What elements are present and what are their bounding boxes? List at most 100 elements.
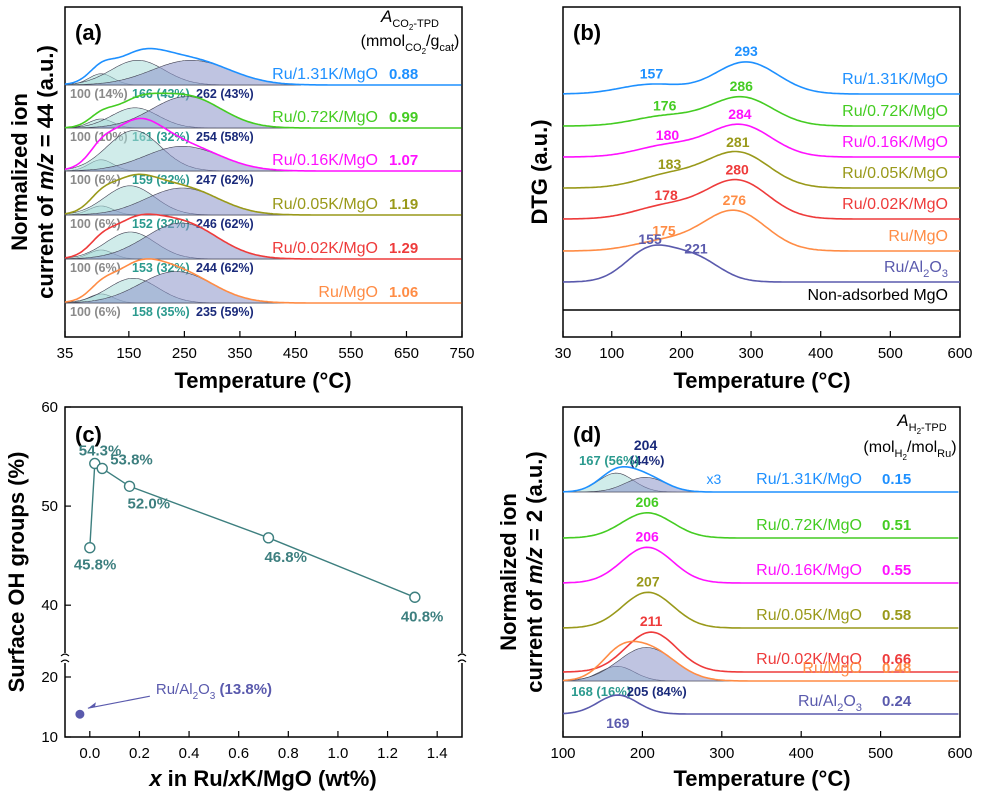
panel-b-series: Non-adsorbed MgO xyxy=(563,287,960,311)
panel-c-axis-break-gap xyxy=(60,653,70,663)
panel-b-series: Ru/Al2O3 155 221 xyxy=(563,231,960,283)
panel-b-xtick-label: 100 xyxy=(599,345,624,362)
panel-c-point-label: 45.8% xyxy=(74,557,117,574)
panel-a-series-value: 1.19 xyxy=(389,196,418,213)
panel-d-series: Ru/0.05K/MgO 0.58 207 xyxy=(562,573,959,629)
panel-b-curve xyxy=(562,95,960,127)
panel-a-xtick-label: 750 xyxy=(449,345,474,362)
panel-c-point-label: 52.0% xyxy=(128,495,171,512)
panel-d-series-value: 0.24 xyxy=(882,693,912,710)
panel-a-series-value: 1.29 xyxy=(389,240,418,257)
panel-d-series-value: 0.55 xyxy=(882,562,911,579)
panel-c-point xyxy=(409,591,421,603)
panel-a-xlabel: Temperature (°C) xyxy=(174,368,351,393)
panel-d-curve xyxy=(562,694,959,715)
panel-b-xtick-label: 300 xyxy=(739,345,764,362)
panel-c-point xyxy=(96,462,108,475)
panel-d-multiplier: x3 xyxy=(706,471,721,487)
panel-a-series-name: Ru/1.31K/MgO xyxy=(272,66,378,83)
panel-d-xlabel: Temperature (°C) xyxy=(673,766,850,791)
panel-a-xtick-label: 550 xyxy=(338,345,363,362)
panel-b-series: Ru/0.72K/MgO 176 286 xyxy=(562,78,960,127)
panel-c-ref-arrowhead xyxy=(87,702,96,709)
panel-c-xtick-label: 0.0 xyxy=(79,745,100,762)
panel-d-curve xyxy=(563,511,959,539)
panel-b-series-name: Ru/0.05K/MgO xyxy=(842,165,948,182)
panel-a-series-name: Ru/0.16K/MgO xyxy=(272,152,378,169)
panel-a-annot-3: 247 (62%) xyxy=(196,173,254,187)
panel-c-xtick-label: 1.2 xyxy=(377,745,398,762)
panel-b-curve xyxy=(563,150,960,189)
panel-c-label: (c) xyxy=(75,422,102,447)
panel-d-curve xyxy=(562,640,959,682)
panel-d-annot: 167 (56%) xyxy=(579,453,639,468)
panel-a-header: ACO2-TPD xyxy=(380,7,439,32)
panel-d-annot: (44%) xyxy=(630,453,665,468)
panel-c-ytick-label: 60 xyxy=(41,399,58,416)
panel-a-xtick-label: 350 xyxy=(227,345,252,362)
panel-c-xtick-label: 0.8 xyxy=(278,745,299,762)
panel-d-series-name: Ru/0.16K/MgO xyxy=(756,562,862,579)
panel-d-series: Ru/0.72K/MgO 0.51 206 xyxy=(563,494,959,539)
panel-b-series-name: Ru/1.31K/MgO xyxy=(842,71,948,88)
panel-d-annot: 168 (16%) xyxy=(571,684,631,699)
panel-b-peak-label: 180 xyxy=(656,127,680,143)
panel-a-xtick-label: 35 xyxy=(57,345,74,362)
panel-c-point-label: 46.8% xyxy=(264,549,307,566)
panel-b-peak-label: 175 xyxy=(652,222,676,238)
panel-a-annot-2: 158 (35%) xyxy=(132,305,190,319)
panel-d-series-name: Ru/Al2O3 xyxy=(798,693,862,714)
panel-c-ref-point xyxy=(75,709,85,719)
panel-b-peak-label: 286 xyxy=(730,78,754,94)
panel-a-ylabel-2: current of m/z = 44 (a.u.) xyxy=(33,45,58,299)
panel-c-point-label: 40.8% xyxy=(401,608,444,625)
panel-a-series-name: Ru/0.02K/MgO xyxy=(272,240,378,257)
panel-c-point xyxy=(262,532,275,544)
panel-b-series: Ru/MgO 175 276 xyxy=(563,192,960,252)
panel-c-xtick-label: 0.6 xyxy=(228,745,249,762)
panel-a-annot-1: 100 (6%) xyxy=(70,261,121,275)
panel-c-ytick-label: 20 xyxy=(41,669,58,686)
panel-b-peak-label: 280 xyxy=(725,162,749,178)
panel-b-ylabel: DTG (a.u.) xyxy=(527,119,552,224)
panel-a-curve xyxy=(64,117,462,172)
panel-d-xtick-label: 600 xyxy=(947,745,972,762)
panel-a-curve xyxy=(64,213,462,260)
panel-c-xlabel: x in Ru/xK/MgO (wt%) xyxy=(148,766,376,791)
panel-d-series: Ru/MgO 0.48 168 (16%)205 (84%) xyxy=(562,640,959,699)
panel-b-xtick-label: 400 xyxy=(808,345,833,362)
panel-b-curve xyxy=(563,61,960,95)
panel-a-series-name: Ru/MgO xyxy=(318,284,378,301)
panel-b-curve xyxy=(563,209,960,252)
panel-d-series: Ru/Al2O3 0.24 169 xyxy=(562,693,959,731)
panel-b-series-name: Non-adsorbed MgO xyxy=(807,287,948,304)
panel-d-peak-label: 211 xyxy=(640,613,663,629)
panel-d-series: Ru/1.31K/MgO 0.15 204(44%)167 (56%) x3 xyxy=(562,437,959,493)
panel-d-xtick-label: 300 xyxy=(709,745,734,762)
panel-b-series-name: Ru/0.72K/MgO xyxy=(842,103,948,120)
panel-a-series-value: 0.99 xyxy=(389,109,418,126)
panel-a-curve xyxy=(64,173,462,216)
panel-a-annot-3: 235 (59%) xyxy=(196,305,254,319)
panel-d-series-name: Ru/1.31K/MgO xyxy=(756,471,862,488)
panel-c-trend-line xyxy=(89,462,416,598)
panel-d-series-value: 0.15 xyxy=(882,471,911,488)
panel-a: (a) Temperature (°C) Normalized ion curr… xyxy=(7,6,475,393)
panel-b-peak-label: 176 xyxy=(653,97,677,113)
panel-a-annot-3: 244 (62%) xyxy=(196,261,254,275)
panel-d-curve xyxy=(562,546,959,584)
panel-d-series-value: 0.48 xyxy=(882,660,911,677)
panel-d-series-name: Ru/0.02K/MgO xyxy=(756,651,862,668)
panel-b: (b) Temperature (°C) DTG (a.u.) 30 100 200… xyxy=(527,6,973,393)
panel-c-xtick-label: 0.4 xyxy=(179,745,200,762)
panel-d-peak-label: 206 xyxy=(635,528,659,544)
panel-c-axis-break-gap xyxy=(457,653,467,663)
panel-a-series-name: Ru/0.05K/MgO xyxy=(272,196,378,213)
panel-a-series-value: 1.06 xyxy=(389,284,418,301)
panel-a-label: (a) xyxy=(75,20,102,45)
panel-b-peak-label: 155 xyxy=(638,231,662,247)
panel-a-annot-1: 100 (14%) xyxy=(70,87,128,101)
panel-a-frame xyxy=(64,6,463,338)
